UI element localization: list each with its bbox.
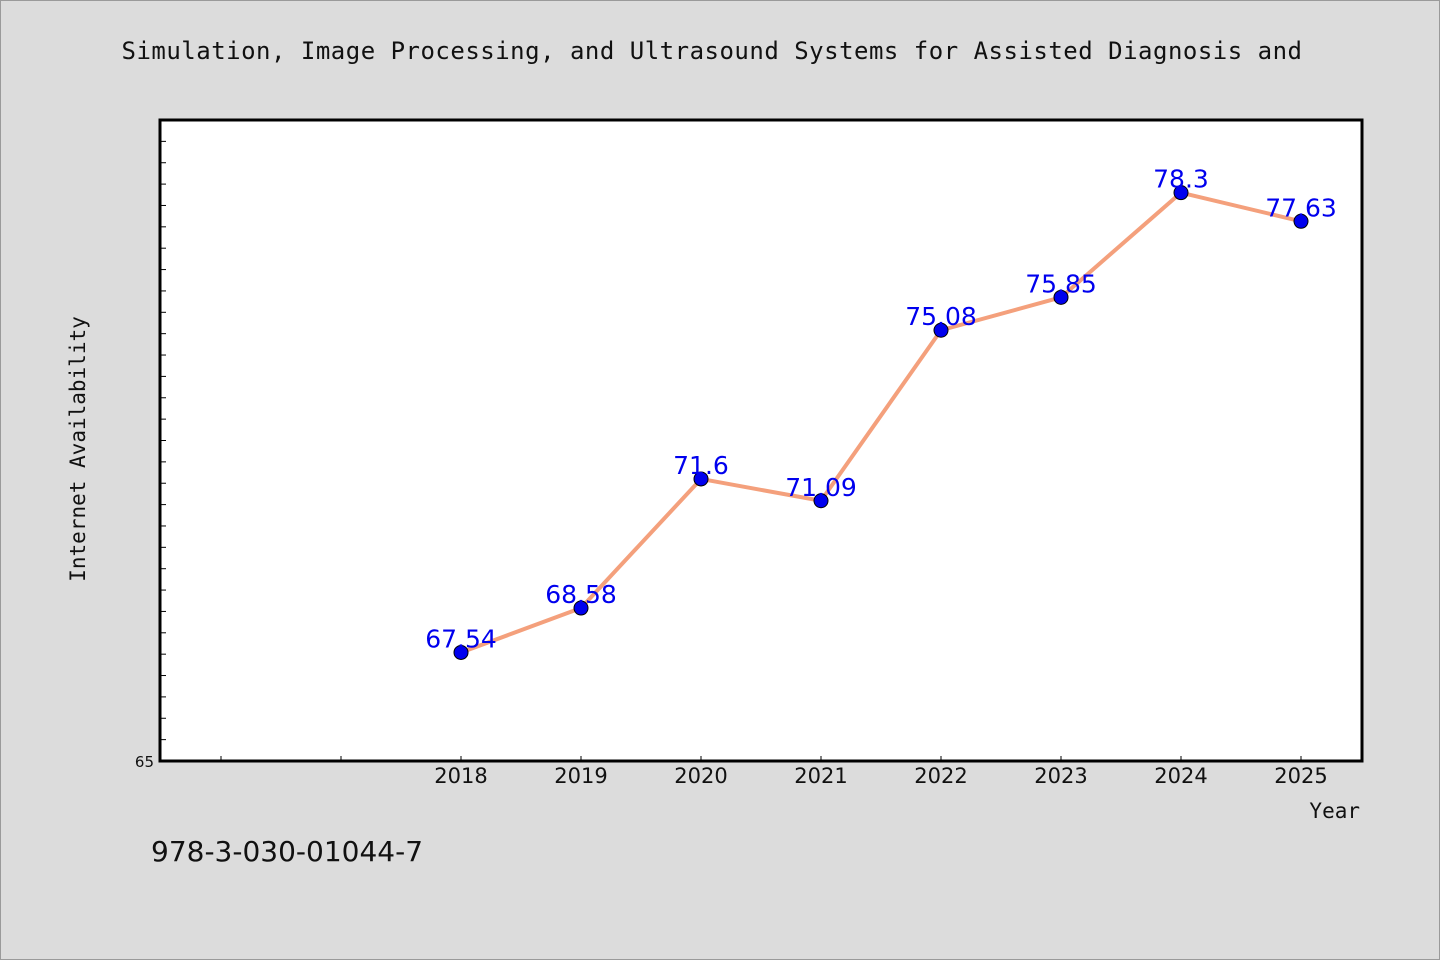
data-label-2024: 78.3 bbox=[1153, 165, 1209, 194]
series-line bbox=[459, 190, 1303, 655]
x-tick-label-2024: 2024 bbox=[1154, 764, 1207, 788]
data-markers bbox=[453, 185, 1309, 660]
data-point-2023 bbox=[1053, 289, 1069, 305]
y-axis-label: Internet Availability bbox=[66, 316, 90, 582]
x-tick-label-2022: 2022 bbox=[914, 764, 967, 788]
x-tick-label-2023: 2023 bbox=[1034, 764, 1087, 788]
data-point-2020 bbox=[693, 471, 709, 487]
plot-area bbox=[158, 118, 1364, 763]
x-tick-label-2019: 2019 bbox=[554, 764, 607, 788]
x-axis-label: Year bbox=[1309, 799, 1360, 823]
data-label-2021: 71.09 bbox=[785, 473, 857, 502]
y-axis-ticks bbox=[160, 140, 166, 741]
x-axis-tick-labels: 2018 2019 2020 2021 2022 2023 2024 2025 bbox=[434, 764, 1327, 788]
data-point-2019 bbox=[573, 600, 589, 616]
data-labels: 67.54 68.58 71.6 71.09 75.08 75.85 78.3 77.63 bbox=[425, 165, 1337, 654]
x-axis-ticks bbox=[220, 756, 1302, 761]
footnote-isbn: 978-3-030-01044-7 bbox=[151, 835, 424, 868]
data-label-2019: 68.58 bbox=[545, 580, 617, 609]
data-point-2024 bbox=[1173, 185, 1189, 201]
x-tick-label-2025: 2025 bbox=[1274, 764, 1327, 788]
data-label-2020: 71.6 bbox=[673, 451, 729, 480]
chart-title: Simulation, Image Processing, and Ultras… bbox=[121, 37, 1303, 65]
x-tick-label-2021: 2021 bbox=[794, 764, 847, 788]
x-tick-label-2018: 2018 bbox=[434, 764, 487, 788]
data-point-2025 bbox=[1293, 213, 1309, 229]
data-point-2021 bbox=[813, 493, 829, 509]
data-point-2022 bbox=[933, 322, 949, 338]
data-label-2023: 75.85 bbox=[1025, 269, 1097, 298]
data-label-2022: 75.08 bbox=[905, 302, 977, 331]
data-label-2025: 77.63 bbox=[1265, 193, 1337, 222]
data-point-2018 bbox=[453, 644, 469, 660]
x-tick-label-2020: 2020 bbox=[674, 764, 727, 788]
data-label-2018: 67.54 bbox=[425, 624, 497, 653]
y-tick-label-min: 65 bbox=[135, 753, 154, 771]
